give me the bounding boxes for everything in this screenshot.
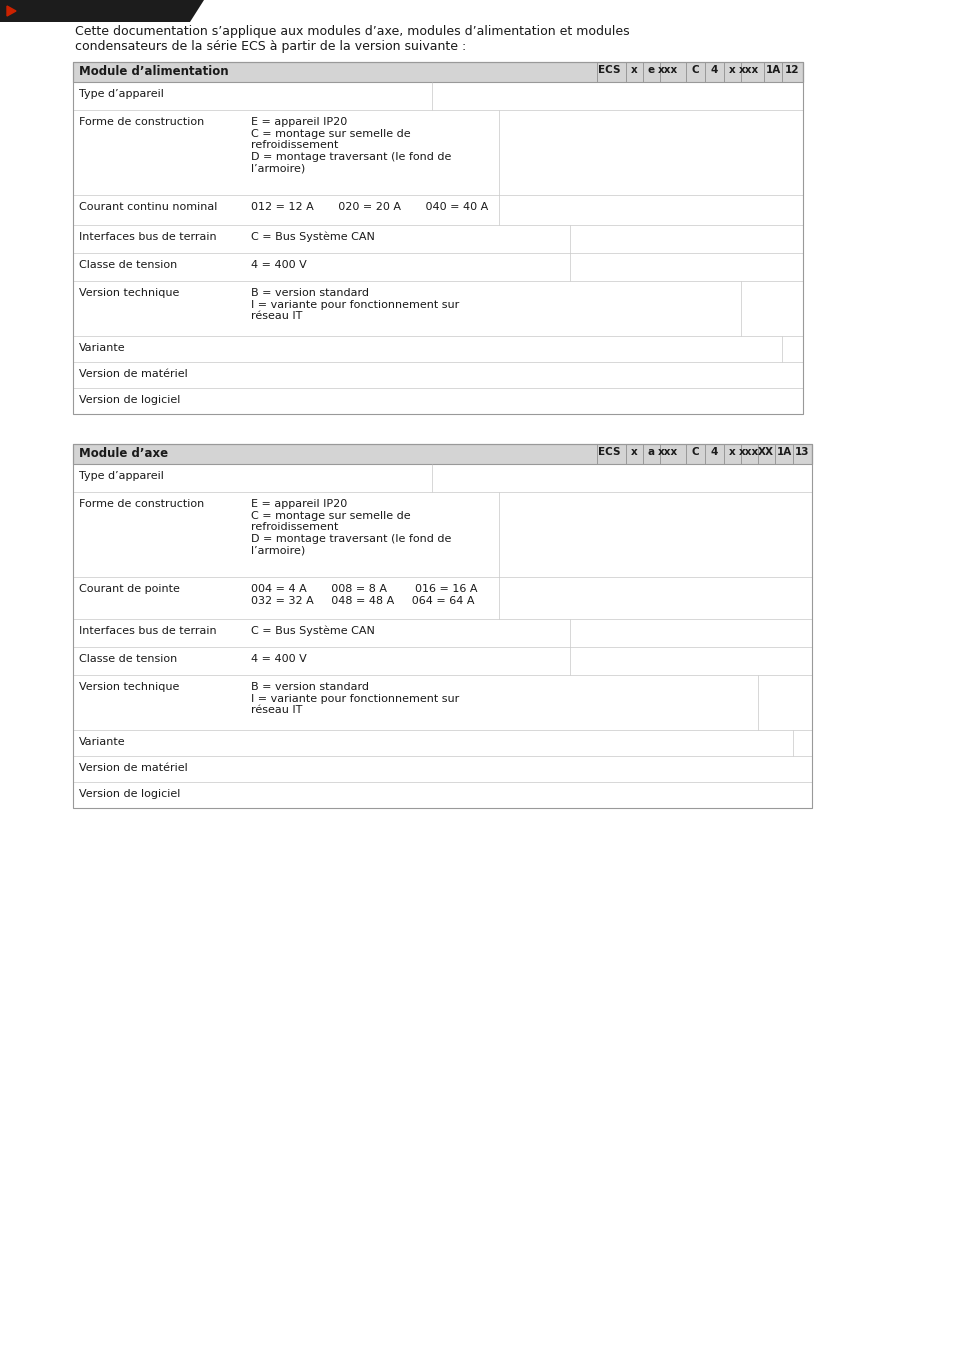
Text: Classe de tension: Classe de tension	[79, 654, 177, 663]
Bar	[73, 676, 811, 730]
Text: E = appareil IP20
C = montage sur semelle de
refroidissement
D = montage travers: E = appareil IP20 C = montage sur semell…	[251, 118, 451, 173]
Polygon shape	[0, 0, 204, 22]
Text: Module d’alimentation: Module d’alimentation	[79, 65, 229, 78]
Text: E = appareil IP20
C = montage sur semelle de
refroidissement
D = montage travers: E = appareil IP20 C = montage sur semell…	[251, 499, 451, 555]
Text: Forme de construction: Forme de construction	[79, 118, 204, 127]
Bar	[73, 336, 802, 362]
Bar	[73, 463, 811, 492]
Text: Variante: Variante	[79, 343, 126, 353]
Bar	[73, 62, 802, 413]
Text: Version de matériel: Version de matériel	[79, 763, 188, 773]
Text: 004 = 4 A       008 = 8 A        016 = 16 A
032 = 32 A     048 = 48 A     064 = : 004 = 4 A 008 = 8 A 016 = 16 A 032 = 32 …	[251, 584, 477, 605]
Bar	[73, 577, 811, 619]
Text: 4: 4	[710, 447, 717, 457]
Text: Version technique: Version technique	[79, 682, 179, 692]
Bar	[73, 444, 811, 808]
Bar	[73, 253, 802, 281]
Bar	[73, 281, 802, 336]
Bar	[73, 444, 811, 463]
Bar	[73, 82, 802, 109]
Text: ECS: ECS	[598, 447, 619, 457]
Text: xxx: xxx	[739, 65, 759, 76]
Text: Module d’axe: Module d’axe	[79, 447, 168, 459]
Bar	[73, 362, 802, 388]
Text: Type d’appareil: Type d’appareil	[79, 471, 164, 481]
Text: Forme de construction: Forme de construction	[79, 499, 204, 509]
Text: 4: 4	[710, 65, 717, 76]
Text: Type d’appareil: Type d’appareil	[79, 89, 164, 99]
Text: condensateurs de la série ECS à partir de la version suivante :: condensateurs de la série ECS à partir d…	[75, 41, 466, 53]
Text: Interfaces bus de terrain: Interfaces bus de terrain	[79, 626, 216, 636]
Text: Classe de tension: Classe de tension	[79, 259, 177, 270]
Text: 012 = 12 A       020 = 20 A       040 = 40 A: 012 = 12 A 020 = 20 A 040 = 40 A	[251, 203, 488, 212]
Text: C = Bus Système CAN: C = Bus Système CAN	[251, 626, 375, 636]
Bar	[73, 62, 802, 82]
Text: Version de matériel: Version de matériel	[79, 369, 188, 380]
Text: C: C	[691, 447, 699, 457]
Text: 13: 13	[794, 447, 808, 457]
Text: Courant de pointe: Courant de pointe	[79, 584, 180, 594]
Text: 4 = 400 V: 4 = 400 V	[251, 654, 307, 663]
Text: C: C	[691, 65, 699, 76]
Text: xxx: xxx	[658, 65, 678, 76]
Text: Courant continu nominal: Courant continu nominal	[79, 203, 217, 212]
Text: ECS: ECS	[598, 65, 619, 76]
Bar	[73, 388, 802, 413]
Bar	[73, 647, 811, 676]
Bar	[73, 730, 811, 757]
Polygon shape	[7, 5, 16, 16]
Text: Version de logiciel: Version de logiciel	[79, 789, 180, 798]
Text: Variante: Variante	[79, 738, 126, 747]
Text: Show/Hide Bookmarks: Show/Hide Bookmarks	[20, 4, 168, 18]
Text: x: x	[630, 65, 637, 76]
Text: 1A: 1A	[764, 65, 780, 76]
Bar	[73, 195, 802, 226]
Text: 12: 12	[784, 65, 799, 76]
Text: XX: XX	[758, 447, 773, 457]
Text: a: a	[647, 447, 654, 457]
Text: Version de logiciel: Version de logiciel	[79, 394, 180, 405]
Bar	[73, 492, 811, 577]
Bar	[73, 619, 811, 647]
Bar	[73, 109, 802, 195]
Text: Interfaces bus de terrain: Interfaces bus de terrain	[79, 232, 216, 242]
Text: e: e	[647, 65, 654, 76]
Text: B = version standard
I = variante pour fonctionnement sur
réseau IT: B = version standard I = variante pour f…	[251, 288, 458, 322]
Text: Version technique: Version technique	[79, 288, 179, 299]
Text: C = Bus Système CAN: C = Bus Système CAN	[251, 232, 375, 242]
Text: 1A: 1A	[776, 447, 791, 457]
Bar	[73, 757, 811, 782]
Text: x: x	[630, 447, 637, 457]
Text: xxx: xxx	[658, 447, 678, 457]
Text: 4 = 400 V: 4 = 400 V	[251, 259, 307, 270]
Bar	[73, 226, 802, 253]
Text: xxx: xxx	[739, 447, 759, 457]
Text: B = version standard
I = variante pour fonctionnement sur
réseau IT: B = version standard I = variante pour f…	[251, 682, 458, 715]
Text: x: x	[728, 65, 735, 76]
Text: x: x	[728, 447, 735, 457]
Text: Cette documentation s’applique aux modules d’axe, modules d’alimentation et modu: Cette documentation s’applique aux modul…	[75, 26, 629, 38]
Bar	[73, 782, 811, 808]
